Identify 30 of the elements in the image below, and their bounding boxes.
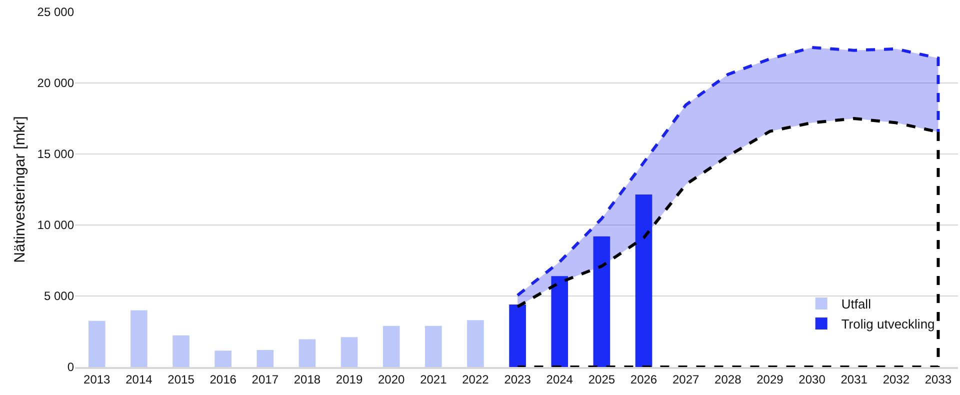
x-tick-label: 2018 (294, 372, 321, 386)
x-tick-label: 2014 (126, 372, 153, 386)
y-axis-title: Nätinvesteringar [mkr] (12, 116, 29, 263)
x-tick-label: 2022 (462, 372, 490, 386)
x-tick-label: 2027 (672, 372, 700, 386)
x-tick-label: 2031 (840, 372, 868, 386)
x-tick-label: 2016 (210, 372, 237, 386)
legend-label: Utfall (841, 296, 872, 312)
y-tick-label: 15 000 (37, 147, 74, 162)
x-tick-label: 2032 (882, 372, 910, 386)
x-tick-label: 2033 (924, 372, 952, 386)
x-tick-label: 2028 (714, 372, 742, 386)
x-tick-label: 2026 (630, 372, 658, 386)
x-tick-label: 2021 (420, 372, 448, 386)
x-tick-label: 2024 (546, 372, 574, 386)
y-tick-label: 0 (67, 360, 74, 374)
x-tick-label: 2015 (168, 372, 195, 386)
x-tick-label: 2029 (756, 372, 784, 386)
x-tick-label: 2019 (336, 372, 363, 386)
x-tick-label: 2017 (252, 372, 279, 386)
legend-label: Trolig utveckling (841, 316, 935, 332)
y-tick-label: 20 000 (37, 76, 74, 90)
x-tick-label: 2025 (588, 372, 616, 386)
y-tick-label: 10 000 (37, 218, 74, 232)
x-tick-label: 2023 (504, 372, 532, 386)
y-tick-label: 25 000 (37, 5, 74, 20)
x-tick-label: 2013 (84, 372, 111, 386)
x-tick-label: 2030 (798, 372, 826, 386)
y-tick-label: 5 000 (44, 289, 74, 304)
x-tick-label: 2020 (378, 372, 406, 386)
